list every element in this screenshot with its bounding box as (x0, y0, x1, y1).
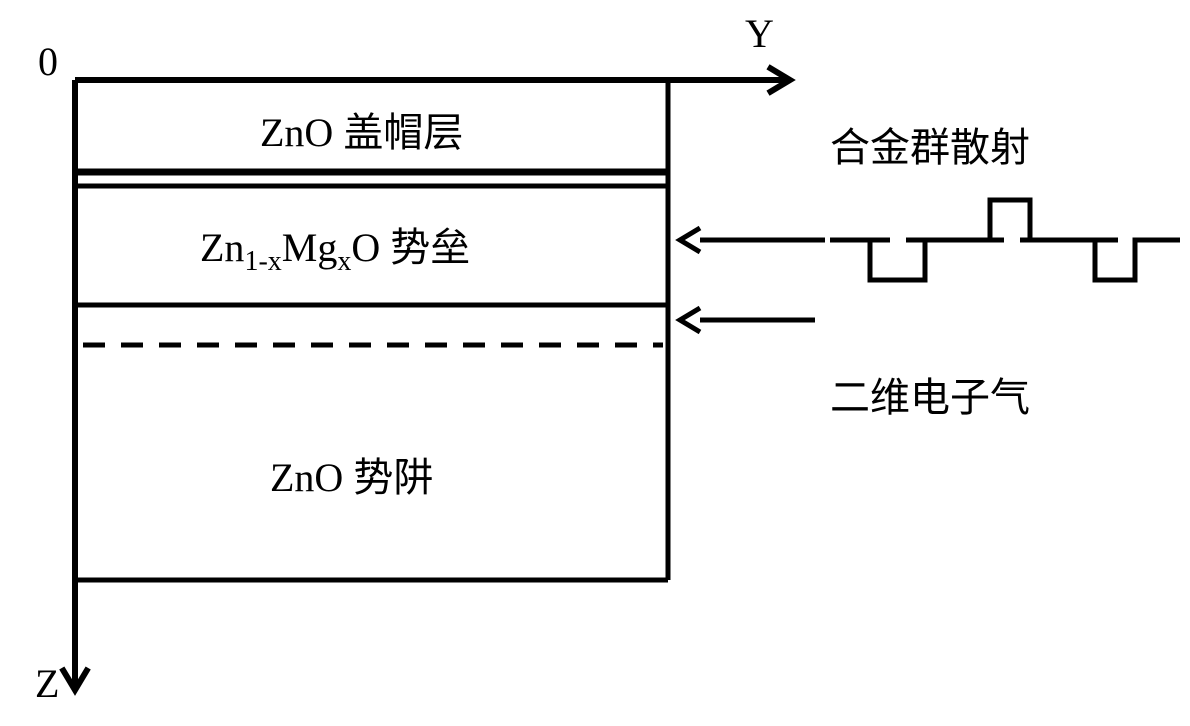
origin-label: 0 (38, 38, 58, 85)
z-axis-label: Z (35, 660, 59, 707)
alloy-scattering-label: 合金群散射 (830, 115, 1030, 173)
layer-label-well: ZnO 势阱 (270, 445, 433, 503)
layer-label-barrier: Zn1-xMgxO 势垒 (200, 215, 470, 278)
figure-canvas: 0 Y Z ZnO 盖帽层 Zn1-xMgxO 势垒 ZnO 势阱 合金群散射 … (0, 0, 1190, 726)
layer-label-cap: ZnO 盖帽层 (260, 100, 463, 158)
y-axis-label: Y (745, 10, 774, 57)
figure-svg (0, 0, 1190, 726)
two-deg-label: 二维电子气 (830, 365, 1030, 423)
